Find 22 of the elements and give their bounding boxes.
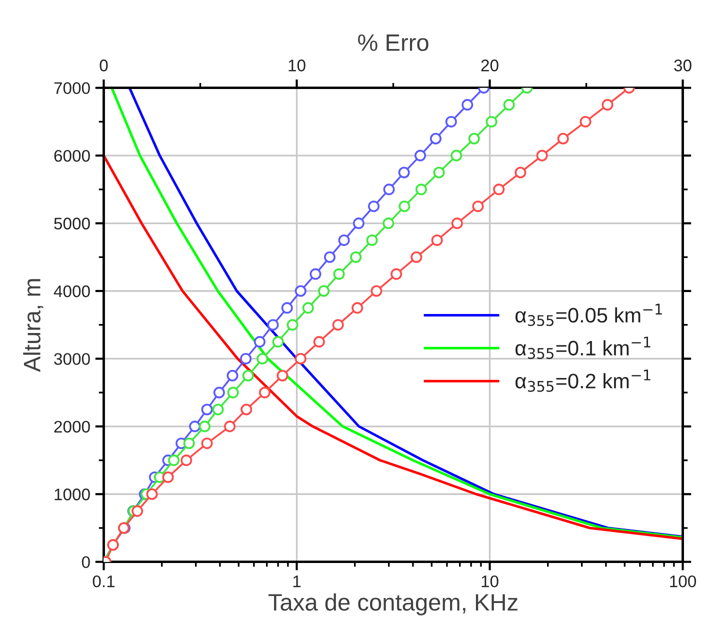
y-tick-label: 4000 (54, 285, 90, 298)
y-tick-label: 7000 (54, 82, 90, 94)
y-tick-label: 6000 (54, 150, 90, 162)
y-tick-label: 2000 (54, 420, 90, 433)
x2-tick-label: 30 (674, 60, 692, 72)
x-tick-label: 0.1 (92, 575, 115, 588)
legend-label: α$_{355}$=0.1 km$^{−1}$ (516, 336, 650, 359)
x2-tick-label: 0 (100, 60, 108, 72)
x2-axis-title: % Erro (358, 34, 428, 52)
x-tick-label: 100 (670, 575, 696, 588)
x-tick-label: 1 (293, 576, 301, 588)
x-axis-title: Taxa de contagem, KHz (268, 593, 518, 616)
legend-label: α$_{355}$=0.2 km$^{−1}$ (516, 370, 650, 392)
x2-tick-label: 10 (288, 60, 306, 72)
y-tick-label: 3000 (54, 353, 90, 365)
x2-tick-label: 20 (481, 60, 498, 72)
legend-label: α$_{355}$=0.05 km$^{−1}$ (516, 304, 662, 326)
y-tick-label: 5000 (54, 218, 90, 230)
y-axis-title: Altura, m (23, 279, 44, 372)
y-tick-label: 1000 (54, 488, 90, 500)
y-tick-label: 0 (82, 556, 90, 568)
x-tick-label: 10 (482, 575, 498, 588)
